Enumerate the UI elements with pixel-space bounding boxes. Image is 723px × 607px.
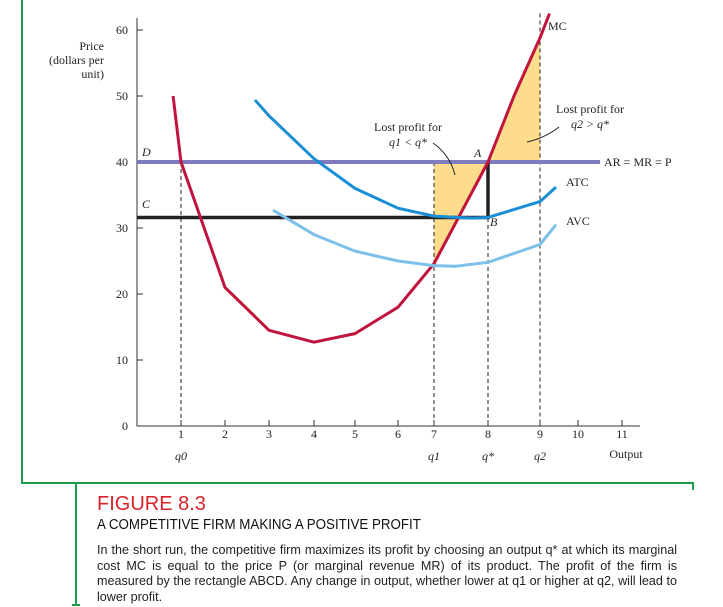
y-axis-label: Price <box>79 39 104 53</box>
y-tick-label: 40 <box>116 155 128 169</box>
x-axis-label: Output <box>609 447 643 461</box>
x-tick-label: 9 <box>537 427 543 441</box>
x-tick-label: 4 <box>311 427 317 441</box>
curve-avc <box>272 208 558 268</box>
annotation-q2-line1: Lost profit for <box>556 102 624 116</box>
y-tick-label: 10 <box>116 353 128 367</box>
point-d-label: D <box>141 145 151 159</box>
figure-title: A COMPETITIVE FIRM MAKING A POSITIVE PRO… <box>97 517 421 533</box>
annotation-q1-line1: Lost profit for <box>374 120 442 134</box>
x-tick-label: 1 <box>178 427 184 441</box>
q-label: q* <box>482 449 494 463</box>
annotation-arrow <box>526 126 560 143</box>
annotation-q2-line2: q2 > q* <box>571 117 609 131</box>
atc-label: ATC <box>566 175 589 189</box>
point-b-label: B <box>490 215 498 229</box>
x-tick-label: 5 <box>352 427 358 441</box>
x-tick-label: 10 <box>572 427 584 441</box>
q-label: q2 <box>534 449 546 463</box>
y-tick-label: 0 <box>122 419 128 433</box>
y-axis-label: (dollars per <box>49 53 104 67</box>
price-line-label: AR = MR = P <box>604 155 672 169</box>
mc-label: MC <box>548 19 567 33</box>
point-a-label: A <box>473 146 482 160</box>
x-tick-label: 6 <box>395 427 401 441</box>
x-tick-label: 3 <box>266 427 272 441</box>
x-tick-label: 2 <box>222 427 228 441</box>
x-tick-label: 7 <box>431 427 437 441</box>
figure-caption: In the short run, the competitive firm m… <box>97 543 677 604</box>
avc-label: AVC <box>566 214 590 228</box>
point-c-label: C <box>142 197 151 211</box>
y-axis-label: unit) <box>81 67 104 81</box>
annotation-q1-line2: q1 < q* <box>389 135 427 149</box>
y-tick-label: 60 <box>116 23 128 37</box>
caption-rule <box>72 483 80 606</box>
figure-frame <box>21 0 694 490</box>
q-label: q1 <box>428 449 440 463</box>
q-label: q0 <box>175 449 187 463</box>
y-tick-label: 50 <box>116 89 128 103</box>
x-tick-label: 8 <box>485 427 491 441</box>
axes <box>136 18 640 427</box>
y-tick-label: 20 <box>116 287 128 301</box>
x-tick-label: 11 <box>616 427 628 441</box>
annotation-arrow <box>432 142 456 176</box>
figure-number: FIGURE 8.3 <box>97 493 206 515</box>
curve-mc <box>171 12 551 344</box>
y-tick-label: 30 <box>116 221 128 235</box>
curve-atc <box>253 98 557 220</box>
